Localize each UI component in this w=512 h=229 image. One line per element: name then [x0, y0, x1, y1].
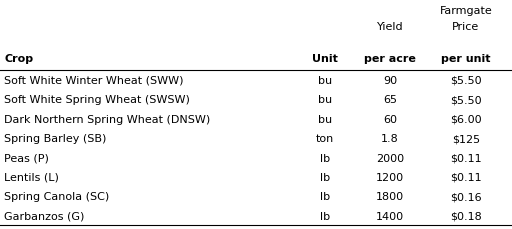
Text: ton: ton: [316, 134, 334, 144]
Text: Unit: Unit: [312, 54, 338, 64]
Text: 1.8: 1.8: [381, 134, 399, 144]
Text: 1800: 1800: [376, 191, 404, 201]
Text: lb: lb: [320, 191, 330, 201]
Text: lb: lb: [320, 211, 330, 221]
Text: per acre: per acre: [364, 54, 416, 64]
Text: Spring Canola (SC): Spring Canola (SC): [4, 191, 110, 201]
Text: bu: bu: [318, 95, 332, 105]
Text: 65: 65: [383, 95, 397, 105]
Text: $0.18: $0.18: [450, 211, 482, 221]
Text: Crop: Crop: [4, 54, 33, 64]
Text: $0.16: $0.16: [450, 191, 482, 201]
Text: 60: 60: [383, 114, 397, 124]
Text: $0.11: $0.11: [450, 153, 482, 163]
Text: 1200: 1200: [376, 172, 404, 182]
Text: Yield: Yield: [377, 22, 403, 32]
Text: Dark Northern Spring Wheat (DNSW): Dark Northern Spring Wheat (DNSW): [4, 114, 210, 124]
Text: Soft White Winter Wheat (SWW): Soft White Winter Wheat (SWW): [4, 76, 184, 86]
Text: 90: 90: [383, 76, 397, 86]
Text: Peas (P): Peas (P): [4, 153, 49, 163]
Text: per unit: per unit: [441, 54, 490, 64]
Text: 1400: 1400: [376, 211, 404, 221]
Text: $0.11: $0.11: [450, 172, 482, 182]
Text: Lentils (L): Lentils (L): [4, 172, 59, 182]
Text: bu: bu: [318, 114, 332, 124]
Text: bu: bu: [318, 76, 332, 86]
Text: 2000: 2000: [376, 153, 404, 163]
Text: $6.00: $6.00: [450, 114, 482, 124]
Text: $5.50: $5.50: [450, 95, 482, 105]
Text: lb: lb: [320, 172, 330, 182]
Text: Price: Price: [452, 22, 480, 32]
Text: lb: lb: [320, 153, 330, 163]
Text: Garbanzos (G): Garbanzos (G): [4, 211, 84, 221]
Text: $125: $125: [452, 134, 480, 144]
Text: Farmgate: Farmgate: [439, 6, 493, 16]
Text: $5.50: $5.50: [450, 76, 482, 86]
Text: Spring Barley (SB): Spring Barley (SB): [4, 134, 106, 144]
Text: Soft White Spring Wheat (SWSW): Soft White Spring Wheat (SWSW): [4, 95, 190, 105]
